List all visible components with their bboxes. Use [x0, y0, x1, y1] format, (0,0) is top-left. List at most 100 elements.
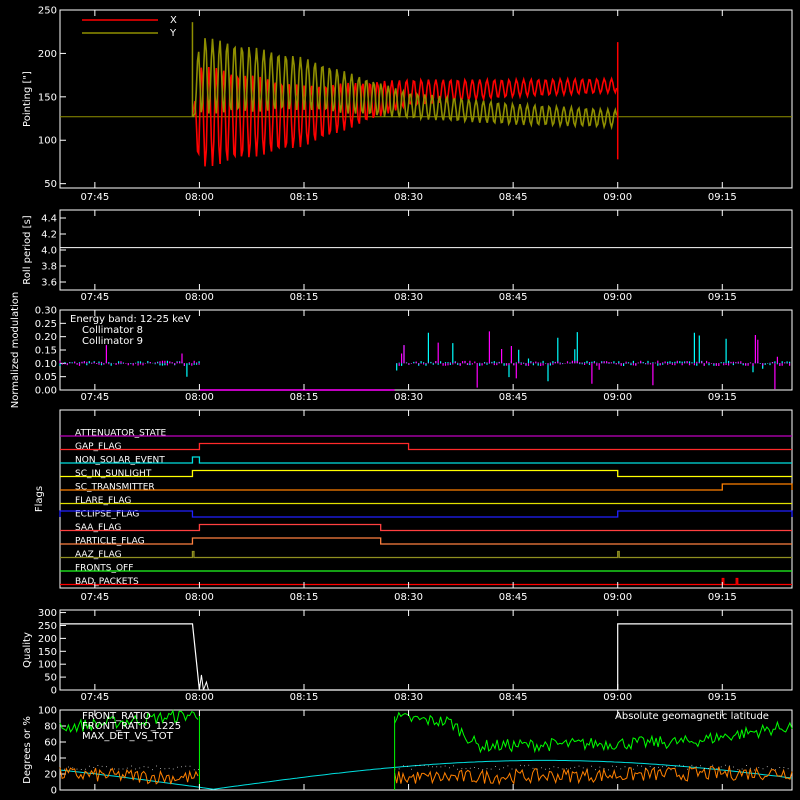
x-tick-label: 09:15	[708, 692, 737, 703]
pointing-series-line	[191, 38, 618, 131]
quality-ylabel: Quality	[22, 632, 33, 668]
x-tick-label: 07:45	[80, 292, 109, 303]
legend-label: MAX_DET_VS_TOT	[82, 731, 174, 742]
x-tick-label: 08:15	[290, 192, 319, 203]
y-tick-label: 300	[38, 608, 57, 619]
flag-label: GAP_FLAG	[75, 442, 121, 452]
x-tick-label: 08:45	[499, 692, 528, 703]
y-tick-label: 3.8	[41, 262, 57, 273]
modulation-series	[59, 331, 791, 391]
x-tick-label: 08:00	[185, 192, 214, 203]
flag-label: ECLIPSE_FLAG	[75, 510, 139, 520]
y-tick-label: 0	[51, 786, 57, 797]
flags-frame	[59, 409, 793, 589]
y-tick-label: 0.00	[35, 386, 57, 397]
legend-label: Collimator 8	[82, 325, 143, 336]
x-tick-label: 07:45	[80, 192, 109, 203]
modulation-annotation: Energy band: 12-25 keV	[70, 314, 191, 325]
flag-line	[60, 523, 792, 532]
y-tick-label: 150	[38, 647, 57, 658]
x-tick-label: 08:30	[394, 392, 423, 403]
ratio-ylabel: Degrees or %	[22, 716, 33, 784]
y-tick-label: 4.2	[41, 230, 57, 241]
pointing-panel: Pointing ["] 50 100 150 200 250 XY	[22, 6, 793, 190]
ratio-series-line	[394, 765, 793, 786]
modulation-legend: Energy band: 12-25 keV Collimator 8Colli…	[70, 314, 191, 347]
x-tick-label: 09:00	[603, 692, 632, 703]
x-tick-label: 09:00	[603, 192, 632, 203]
x-tick-label: 07:45	[80, 592, 109, 603]
legend-label: X	[170, 15, 177, 26]
x-tick-label: 09:15	[708, 592, 737, 603]
legend-label: FRONT_RATIO	[82, 711, 151, 722]
x-tick-label: 08:00	[185, 592, 214, 603]
flag-line	[60, 550, 792, 559]
flag-label: FRONTS_OFF	[75, 564, 133, 574]
x-tick-label: 09:15	[708, 292, 737, 303]
flag-label: FLARE_FLAG	[75, 496, 131, 506]
time-axis-labels: 07:45 08:00 08:15 08:30 08:45 09:00 09:15 07:45…	[80, 192, 736, 703]
y-tick-label: 150	[38, 92, 57, 103]
x-tick-label: 08:15	[290, 692, 319, 703]
y-tick-label: 100	[38, 136, 57, 147]
x-tick-label: 08:15	[290, 292, 319, 303]
ratio-series-line	[59, 767, 199, 785]
flag-label: AAZ_FLAG	[75, 550, 122, 560]
flag-line	[60, 442, 792, 451]
ratio-frame	[59, 709, 793, 791]
flag-line	[60, 577, 792, 586]
y-tick-label: 0.30	[35, 306, 57, 317]
x-tick-label: 08:45	[499, 392, 528, 403]
y-tick-label: 80	[44, 722, 57, 733]
x-tick-label: 09:00	[603, 292, 632, 303]
x-tick-label: 07:45	[80, 392, 109, 403]
y-tick-label: 20	[44, 770, 57, 781]
ratio-panel: Degrees or % 0 20 40 60 80 100 FRONT_RATIOFRO…	[22, 706, 793, 797]
legend-label: Y	[169, 28, 177, 39]
x-tick-label: 08:30	[394, 292, 423, 303]
quality-panel: Quality 0 50 100 150 200 250 300	[22, 608, 793, 697]
x-tick-label: 08:00	[185, 692, 214, 703]
y-tick-label: 40	[44, 754, 57, 765]
flag-label: NON_SOLAR_EVENT	[75, 456, 165, 466]
x-tick-label: 09:00	[603, 592, 632, 603]
y-tick-label: 60	[44, 738, 57, 749]
x-tick-label: 08:30	[394, 592, 423, 603]
y-tick-label: 3.6	[41, 278, 57, 289]
ratio-series	[59, 709, 793, 790]
x-tick-label: 07:45	[80, 692, 109, 703]
pointing-ylabel: Pointing ["]	[22, 71, 33, 127]
y-tick-label: 0.15	[35, 346, 57, 357]
y-tick-label: 0.25	[35, 319, 57, 330]
flags-panel: Flags ATTENUATOR_STATE GAP_FLAG NON_SOLAR_…	[34, 409, 793, 589]
y-tick-label: 0.20	[35, 332, 57, 343]
y-tick-label: 100	[38, 660, 57, 671]
flag-label: SAA_FLAG	[75, 523, 121, 533]
flag-line	[59, 510, 793, 518]
y-tick-label: 200	[38, 634, 57, 645]
pointing-series	[60, 22, 792, 167]
legend-label: Collimator 9	[82, 336, 143, 347]
flag-line	[60, 483, 793, 491]
flags-series: ATTENUATOR_STATE GAP_FLAG NON_SOLAR_EVENT S…	[59, 429, 793, 587]
ratio-yticks: 0 20 40 60 80 100	[38, 706, 66, 797]
modulation-panel: Normalized modulation 0.00 0.05 0.10 0.15 0.…	[10, 292, 793, 408]
x-tick-label: 09:00	[603, 392, 632, 403]
roll-ylabel: Roll period [s]	[22, 215, 33, 284]
ratio-series-line	[394, 711, 793, 754]
flag-label: PARTICLE_FLAG	[75, 537, 145, 547]
pointing-yticks: 50 100 150 200 250	[38, 6, 66, 190]
x-tick-label: 08:00	[185, 292, 214, 303]
x-tick-label: 08:30	[394, 192, 423, 203]
flag-label: SC_IN_SUNLIGHT	[75, 469, 152, 479]
x-tick-label: 09:15	[708, 192, 737, 203]
y-tick-label: 4.4	[41, 214, 57, 225]
x-tick-label: 08:45	[499, 292, 528, 303]
legend-label: Absolute geomagnetic latitude	[615, 711, 769, 722]
flag-label: ATTENUATOR_STATE	[75, 429, 167, 439]
pointing-frame	[59, 9, 793, 189]
roll-panel: Roll period [s] 3.6 3.8 4.0 4.2 4.4	[22, 209, 793, 291]
flag-line	[60, 456, 792, 464]
